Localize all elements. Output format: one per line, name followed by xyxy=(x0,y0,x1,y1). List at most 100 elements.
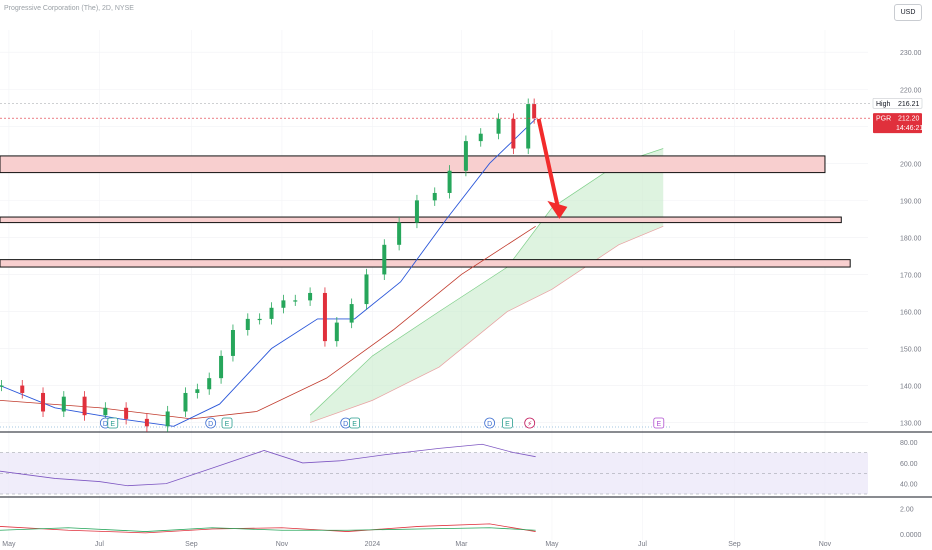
candle-body xyxy=(532,104,537,119)
rsi-pane[interactable]: 40.00 60.00 80.00 xyxy=(0,440,918,495)
event-letter: D xyxy=(208,421,213,428)
resistance-zone xyxy=(0,155,826,174)
currency-button[interactable]: USD xyxy=(894,4,922,21)
candle-body xyxy=(447,170,452,193)
time-tick-label: Jul xyxy=(95,541,104,548)
candle-body xyxy=(245,318,250,330)
oscillator-line xyxy=(0,527,536,532)
arrow-shaft xyxy=(536,118,560,206)
candle-body xyxy=(322,292,327,342)
arrow-head xyxy=(547,200,568,219)
price-tick-label: 230.00 xyxy=(900,50,922,57)
time-tick-label: Nov xyxy=(276,541,289,548)
earnings-marker xyxy=(349,417,361,429)
candle-body xyxy=(207,378,212,390)
candle-body xyxy=(382,244,387,275)
earnings-marker xyxy=(221,417,233,429)
forecast-arrow[interactable] xyxy=(536,118,568,219)
event-markers[interactable]: D E D E D E D E ⚡ E xyxy=(0,417,671,429)
event-letter: D xyxy=(343,421,348,428)
time-axis[interactable]: May Jul Sep Nov 2024 Mar May Jul Sep Nov xyxy=(2,541,831,548)
candle-body xyxy=(432,192,437,201)
price-tick-label: 150.00 xyxy=(900,347,922,354)
candle-body xyxy=(364,274,369,305)
event-letter: E xyxy=(656,421,661,428)
candle-body xyxy=(349,304,354,323)
price-tick-label: 160.00 xyxy=(900,309,922,316)
rsi-line xyxy=(0,443,536,487)
high-tag-value: 216.21 xyxy=(898,101,920,108)
fast-moving-average xyxy=(0,118,536,427)
bar-countdown: 14:46:21 xyxy=(896,125,923,132)
event-letter: E xyxy=(352,421,357,428)
event-letter: ⚡ xyxy=(527,420,532,428)
candle-body xyxy=(20,385,25,393)
time-tick-label: May xyxy=(545,541,559,548)
dividend-marker xyxy=(484,417,496,429)
time-tick-label: May xyxy=(2,541,16,548)
candle-body xyxy=(281,300,286,308)
high-tag-box xyxy=(872,97,923,109)
last-tag-box xyxy=(873,113,922,134)
candle-body xyxy=(0,385,4,387)
earnings-marker xyxy=(107,417,119,429)
candle-body xyxy=(183,392,188,412)
candle-body xyxy=(61,396,66,412)
time-tick-label: Sep xyxy=(728,541,741,548)
oscillator-line xyxy=(0,523,536,534)
candle-body xyxy=(478,133,483,142)
candle-body xyxy=(496,118,501,134)
price-tags: High 216.21 PGR 212.20 14:46:21 xyxy=(0,97,923,134)
candle-body xyxy=(463,141,468,171)
price-tick-label: 170.00 xyxy=(900,272,922,279)
rsi-tick-label: 60.00 xyxy=(900,461,918,468)
earnings-marker xyxy=(653,417,665,429)
time-tick-label: Jul xyxy=(638,541,647,548)
price-tick-label: 200.00 xyxy=(900,161,922,168)
candle-body xyxy=(293,300,298,302)
candle-body xyxy=(334,322,339,342)
price-tick-label: 190.00 xyxy=(900,198,922,205)
rsi-tick-label: 40.00 xyxy=(900,482,918,489)
resistance-zones[interactable] xyxy=(0,155,851,268)
time-tick-label: Sep xyxy=(185,541,198,548)
candles xyxy=(0,98,537,432)
candle-body xyxy=(257,318,262,321)
resistance-zone xyxy=(0,216,842,224)
cloud-fill xyxy=(310,148,664,423)
high-tag-label: High xyxy=(876,101,891,108)
dividend-marker xyxy=(205,417,217,429)
time-tick-label: Nov xyxy=(819,541,832,548)
event-letter: E xyxy=(225,421,230,428)
candle-body xyxy=(103,407,108,416)
candle-body xyxy=(397,222,402,245)
price-tick-label: 140.00 xyxy=(900,384,922,391)
oscillator-tick-label: 0.0000 xyxy=(900,532,922,539)
cloud-lower-line xyxy=(309,225,664,423)
event-letter: E xyxy=(110,421,115,428)
candle-body xyxy=(41,392,46,412)
time-tick-label: Mar xyxy=(455,541,468,548)
price-tick-label: 130.00 xyxy=(900,421,922,428)
event-letter: D xyxy=(103,421,108,428)
split-marker xyxy=(524,417,536,429)
resistance-zone xyxy=(0,259,851,268)
candle-body xyxy=(269,307,274,319)
candle-body xyxy=(124,407,129,419)
price-tick-label: 220.00 xyxy=(900,87,922,94)
time-tick-label: 2024 xyxy=(365,541,381,548)
event-letter: E xyxy=(505,421,510,428)
candle-body xyxy=(165,411,170,427)
symbol-tag: PGR xyxy=(876,116,891,123)
candle-body xyxy=(308,292,313,301)
candle-body xyxy=(219,355,224,379)
last-price-value: 212.20 xyxy=(898,116,920,123)
candle-body xyxy=(511,118,516,149)
oscillator-tick-label: 2.00 xyxy=(900,506,914,513)
candle-body xyxy=(230,330,235,356)
oscillator-pane[interactable]: 0.0000 2.00 xyxy=(0,506,922,539)
candle-body xyxy=(414,200,419,223)
event-letter: D xyxy=(487,421,492,428)
